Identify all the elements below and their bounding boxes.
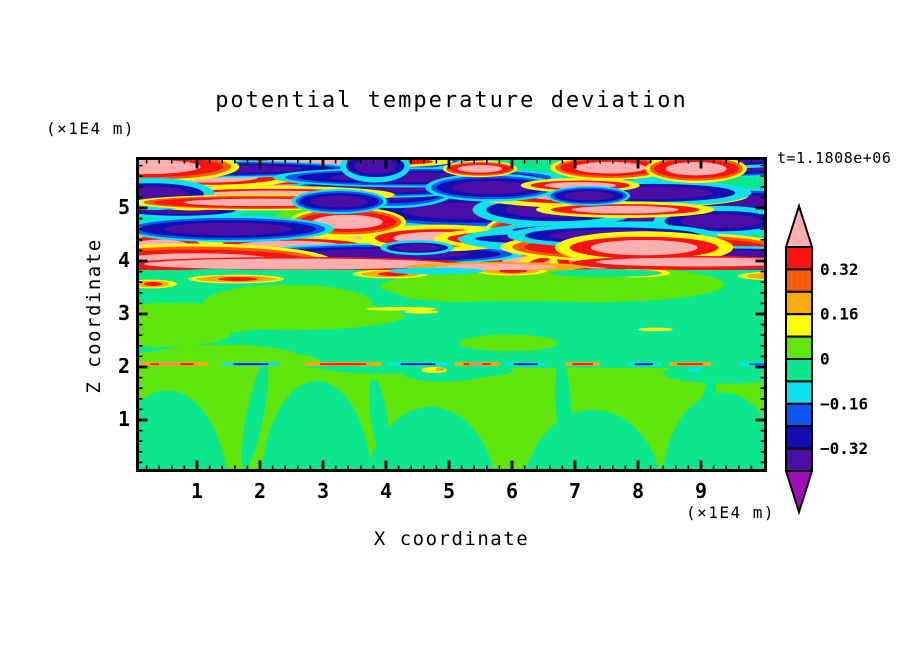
chart-title: potential temperature deviation [215, 88, 688, 113]
colorbar-cell [785, 447, 813, 473]
colorbar-cell [785, 335, 813, 361]
z-axis-title: Z coordinate [83, 238, 105, 394]
colorbar-cell [785, 402, 813, 428]
contour-plot [136, 157, 767, 472]
colorbar-cell [785, 246, 813, 271]
x-axis-tick-label: 8 [631, 479, 645, 503]
colorbar-tick-label: −0.16 [820, 394, 868, 413]
colorbar-tick-label: −0.32 [820, 439, 868, 458]
colorbar-under-arrow [784, 470, 814, 516]
colorbar-tick-label: 0.16 [820, 305, 859, 324]
x-axis-tick-label: 1 [190, 479, 204, 503]
x-axis-tick-label: 9 [694, 479, 708, 503]
x-axis-tick-label: 7 [568, 479, 582, 503]
y-axis-unit-label: (×1E4 m) [46, 119, 136, 138]
z-axis-tick-label: 1 [117, 407, 130, 431]
x-axis-tick-label: 2 [253, 479, 267, 503]
z-axis-tick-label: 4 [117, 248, 130, 272]
colorbar-cell [785, 425, 813, 450]
colorbar-cell [785, 313, 813, 338]
colorbar-tick-label: 0.32 [820, 260, 859, 279]
z-axis-tick-label: 2 [117, 354, 130, 378]
colorbar-tick-label: 0 [820, 350, 830, 369]
colorbar-cell [785, 358, 813, 383]
x-axis-tick-label: 6 [505, 479, 519, 503]
colorbar: 0.32 0.16 0 −0.16 −0.32 [784, 202, 868, 516]
x-axis-tick-label: 5 [442, 479, 456, 503]
colorbar-over-arrow [784, 202, 814, 248]
x-axis-tick-label: 4 [379, 479, 393, 503]
x-axis-title: X coordinate [373, 528, 530, 550]
z-axis-tick-label: 3 [117, 301, 130, 325]
colorbar-cell [785, 290, 813, 316]
x-axis-unit-label: (×1E4 m) [685, 503, 775, 522]
x-axis-tick-label: 3 [316, 479, 330, 503]
colorbar-cell [785, 380, 813, 405]
turbulent-layer [136, 157, 767, 270]
time-stamp-label: t=1.1808e+06 [777, 149, 892, 167]
colorbar-cell [785, 268, 813, 293]
z-axis-tick-label: 5 [117, 195, 130, 219]
